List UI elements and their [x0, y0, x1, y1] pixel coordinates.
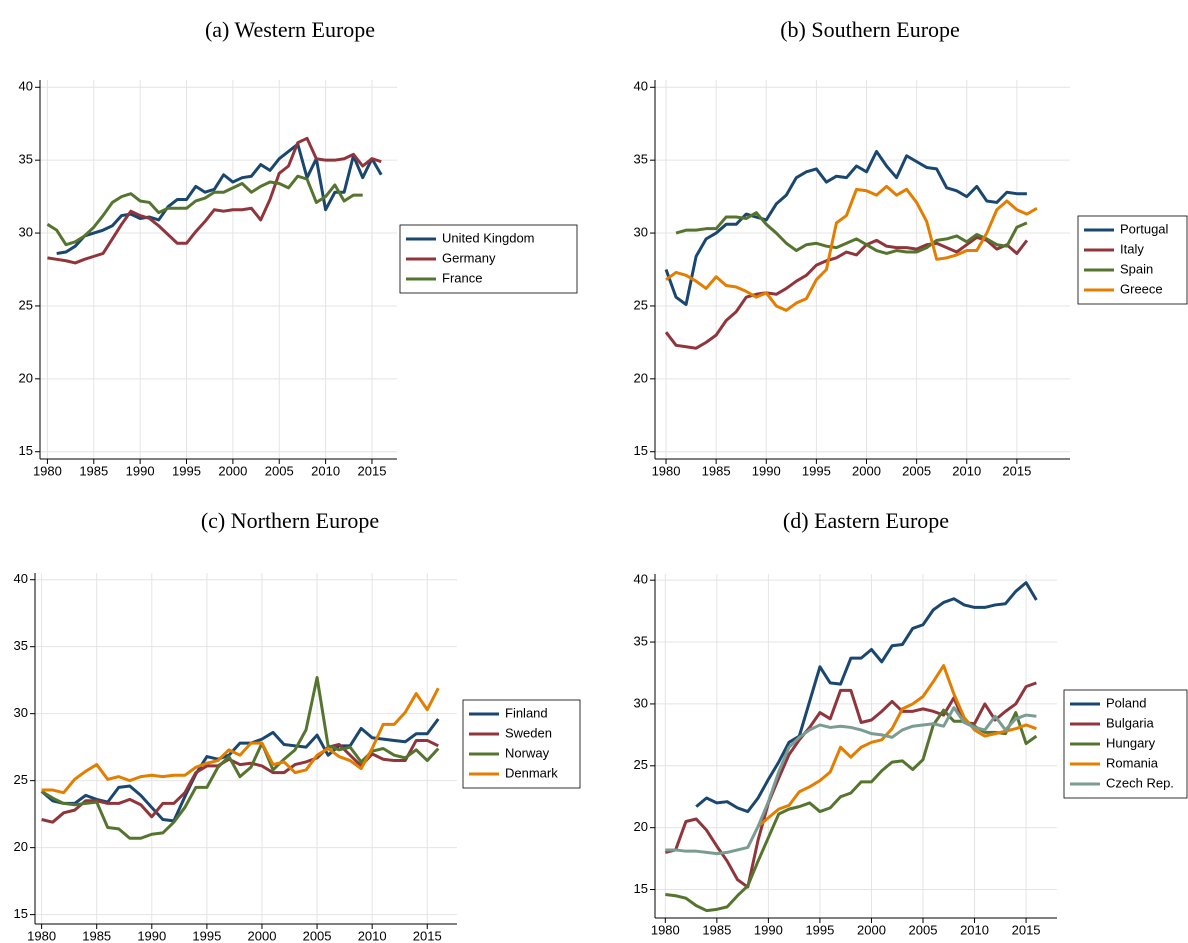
x-tick-label: 1985: [79, 463, 108, 478]
legend-label: Finland: [505, 705, 548, 720]
panel-title: (a) Western Europe: [205, 17, 375, 42]
x-tick-label: 1995: [805, 922, 834, 937]
y-tick-label: 15: [14, 906, 28, 921]
y-tick-label: 35: [634, 152, 648, 167]
x-tick-label: 2015: [1002, 463, 1031, 478]
x-tick-label: 1990: [137, 928, 166, 943]
y-tick-label: 35: [19, 152, 33, 167]
legend-label: Czech Rep.: [1106, 775, 1174, 790]
series-line: [41, 687, 440, 795]
x-tick-label: 2005: [909, 922, 938, 937]
legend-label: Portugal: [1120, 221, 1169, 236]
x-tick-label: 1980: [27, 928, 56, 943]
y-tick-label: 15: [634, 443, 648, 458]
series-line: [665, 706, 1037, 856]
panel-title: (b) Southern Europe: [780, 17, 960, 42]
y-tick-label: 30: [14, 705, 28, 720]
y-tick-label: 40: [19, 79, 33, 94]
y-tick-label: 25: [19, 297, 33, 312]
x-tick-label: 2010: [358, 928, 387, 943]
y-tick-label: 35: [634, 633, 648, 648]
x-tick-label: 2010: [952, 463, 981, 478]
x-tick-label: 2015: [1012, 922, 1041, 937]
y-tick-label: 15: [634, 881, 648, 896]
x-tick-label: 2015: [413, 928, 442, 943]
x-tick-label: 1985: [702, 922, 731, 937]
x-tick-label: 1995: [802, 463, 831, 478]
series-line: [664, 235, 1029, 350]
series-line: [46, 174, 363, 247]
legend-label: Norway: [505, 745, 550, 760]
y-tick-label: 30: [19, 224, 33, 239]
y-tick-label: 15: [19, 443, 33, 458]
y-tick-label: 20: [14, 839, 28, 854]
legend-label: Greece: [1120, 281, 1163, 296]
x-tick-label: 2000: [852, 463, 881, 478]
legend-label: Sweden: [505, 725, 552, 740]
legend-label: Denmark: [505, 765, 558, 780]
y-tick-label: 30: [634, 224, 648, 239]
x-tick-label: 1990: [754, 922, 783, 937]
x-tick-label: 2005: [902, 463, 931, 478]
legend-label: Hungary: [1106, 735, 1156, 750]
legend-label: Italy: [1120, 241, 1144, 256]
y-tick-label: 25: [634, 297, 648, 312]
series-line: [664, 681, 1037, 889]
legend-label: Spain: [1120, 261, 1153, 276]
series-line: [665, 708, 1038, 913]
x-tick-label: 2010: [311, 463, 340, 478]
series-line: [47, 136, 382, 265]
series-line: [757, 664, 1037, 828]
y-tick-label: 20: [19, 370, 33, 385]
series-line: [41, 738, 439, 824]
x-tick-label: 1990: [752, 463, 781, 478]
x-tick-label: 1980: [651, 922, 680, 937]
x-tick-label: 2015: [358, 463, 387, 478]
x-tick-label: 2005: [303, 928, 332, 943]
legend-label: United Kingdom: [442, 230, 535, 245]
x-tick-label: 2005: [265, 463, 294, 478]
x-tick-label: 1980: [33, 463, 62, 478]
y-tick-label: 20: [634, 819, 648, 834]
x-tick-label: 1985: [702, 463, 731, 478]
panel-title: (c) Northern Europe: [201, 508, 379, 533]
series-line: [675, 211, 1028, 255]
x-tick-label: 1990: [126, 463, 155, 478]
series-line: [665, 184, 1038, 312]
x-tick-label: 2000: [857, 922, 886, 937]
x-tick-label: 1985: [82, 928, 111, 943]
x-tick-label: 1995: [192, 928, 221, 943]
x-tick-label: 2000: [218, 463, 247, 478]
y-tick-label: 40: [634, 79, 648, 94]
y-tick-label: 25: [634, 757, 648, 772]
x-tick-label: 2010: [960, 922, 989, 937]
x-tick-label: 1980: [652, 463, 681, 478]
series-line: [695, 581, 1038, 814]
y-tick-label: 25: [14, 772, 28, 787]
legend-label: Romania: [1106, 755, 1159, 770]
legend-label: Poland: [1106, 695, 1146, 710]
panel-title: (d) Eastern Europe: [783, 508, 949, 533]
x-tick-label: 2000: [248, 928, 277, 943]
series-line: [56, 142, 383, 255]
legend-label: France: [442, 270, 482, 285]
series-line: [664, 149, 1027, 306]
legend-label: Bulgaria: [1106, 715, 1154, 730]
x-tick-label: 1995: [172, 463, 201, 478]
y-tick-label: 35: [14, 638, 28, 653]
y-tick-label: 40: [14, 571, 28, 586]
y-tick-label: 20: [634, 370, 648, 385]
y-tick-label: 40: [634, 572, 648, 587]
legend-label: Germany: [442, 250, 496, 265]
y-tick-label: 30: [634, 695, 648, 710]
